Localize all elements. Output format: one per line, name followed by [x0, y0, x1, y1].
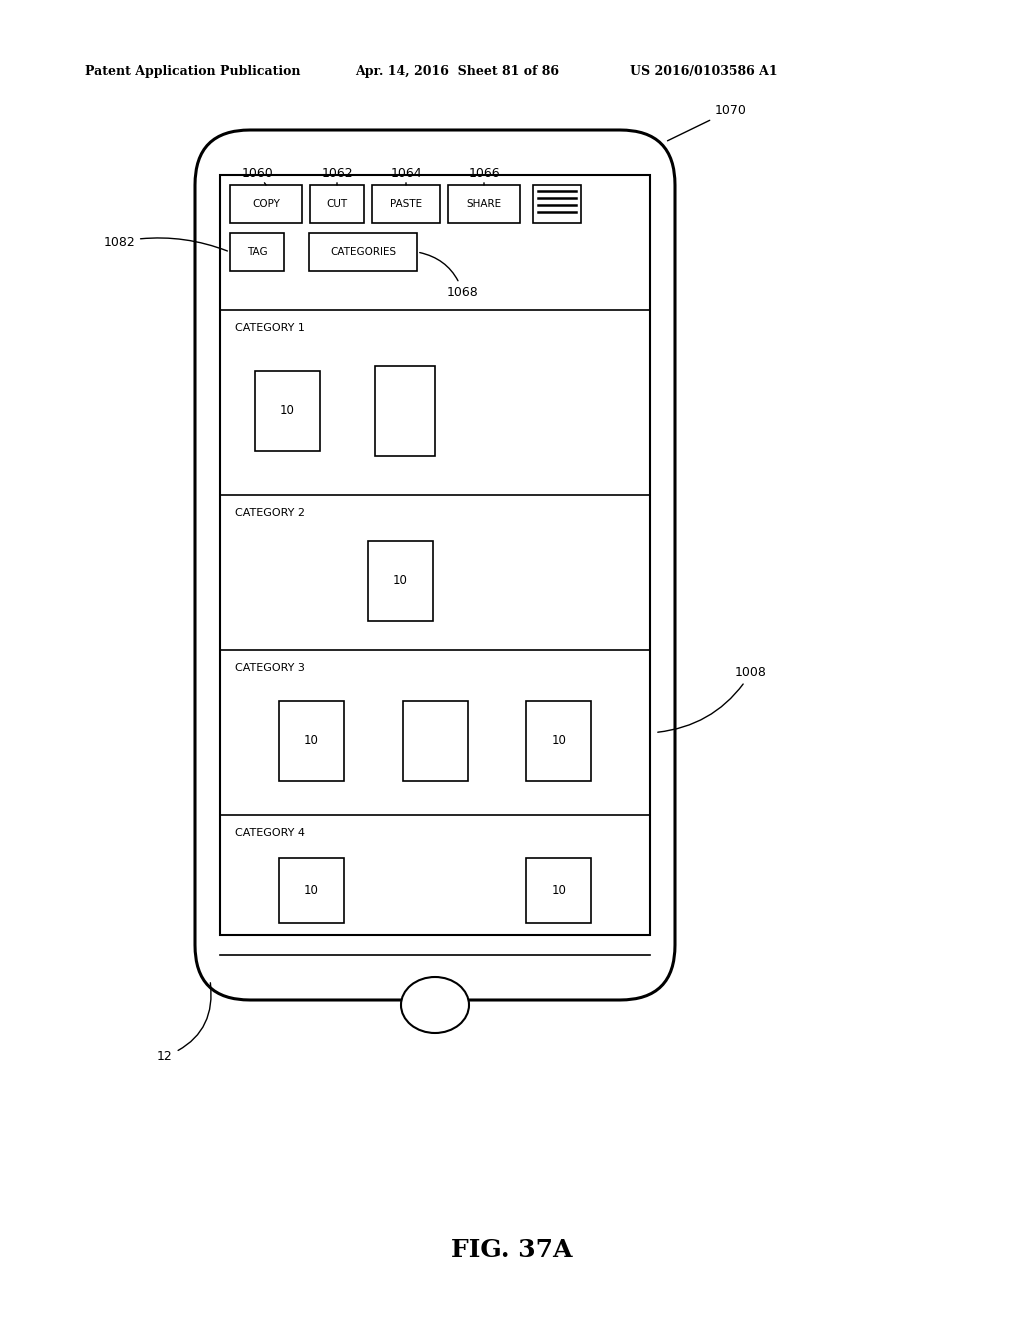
Bar	[375, 366, 435, 455]
Text: CATEGORY 4: CATEGORY 4	[234, 828, 305, 838]
Bar	[310, 185, 364, 223]
Bar	[372, 185, 440, 223]
Bar	[220, 176, 650, 935]
Text: 1082: 1082	[103, 235, 227, 251]
Text: US 2016/0103586 A1: US 2016/0103586 A1	[630, 66, 777, 78]
Text: 1060: 1060	[242, 168, 273, 185]
Ellipse shape	[401, 977, 469, 1034]
Text: CATEGORY 2: CATEGORY 2	[234, 508, 305, 517]
Text: 10: 10	[393, 574, 408, 587]
Text: 10: 10	[304, 734, 318, 747]
Bar	[534, 185, 581, 223]
Text: 1066: 1066	[468, 168, 500, 185]
Bar	[526, 858, 591, 923]
Bar	[402, 701, 468, 780]
FancyBboxPatch shape	[195, 129, 675, 1001]
Text: 10: 10	[280, 404, 295, 417]
Text: PASTE: PASTE	[390, 199, 422, 209]
Text: Apr. 14, 2016  Sheet 81 of 86: Apr. 14, 2016 Sheet 81 of 86	[355, 66, 559, 78]
Text: 10: 10	[304, 884, 318, 898]
Bar	[230, 234, 284, 271]
Text: CATEGORY 3: CATEGORY 3	[234, 663, 305, 673]
Bar	[309, 234, 417, 271]
Text: 1008: 1008	[657, 667, 767, 733]
Text: 1070: 1070	[668, 103, 746, 141]
Bar	[255, 371, 319, 450]
Bar	[279, 858, 344, 923]
Text: TAG: TAG	[247, 247, 267, 257]
Text: 10: 10	[551, 734, 566, 747]
Text: CATEGORIES: CATEGORIES	[330, 247, 396, 257]
Text: 1062: 1062	[322, 168, 353, 185]
Text: 1064: 1064	[390, 168, 422, 185]
Bar	[230, 185, 302, 223]
Text: COPY: COPY	[252, 199, 280, 209]
Text: FIG. 37A: FIG. 37A	[452, 1238, 572, 1262]
Bar	[449, 185, 520, 223]
Text: 12: 12	[157, 983, 211, 1063]
Text: SHARE: SHARE	[467, 199, 502, 209]
Text: Patent Application Publication: Patent Application Publication	[85, 66, 300, 78]
Bar	[279, 701, 344, 780]
Text: CUT: CUT	[327, 199, 347, 209]
Bar	[368, 540, 433, 620]
Text: 1068: 1068	[420, 252, 479, 300]
Bar	[526, 701, 591, 780]
Text: 10: 10	[551, 884, 566, 898]
Text: CATEGORY 1: CATEGORY 1	[234, 323, 305, 333]
